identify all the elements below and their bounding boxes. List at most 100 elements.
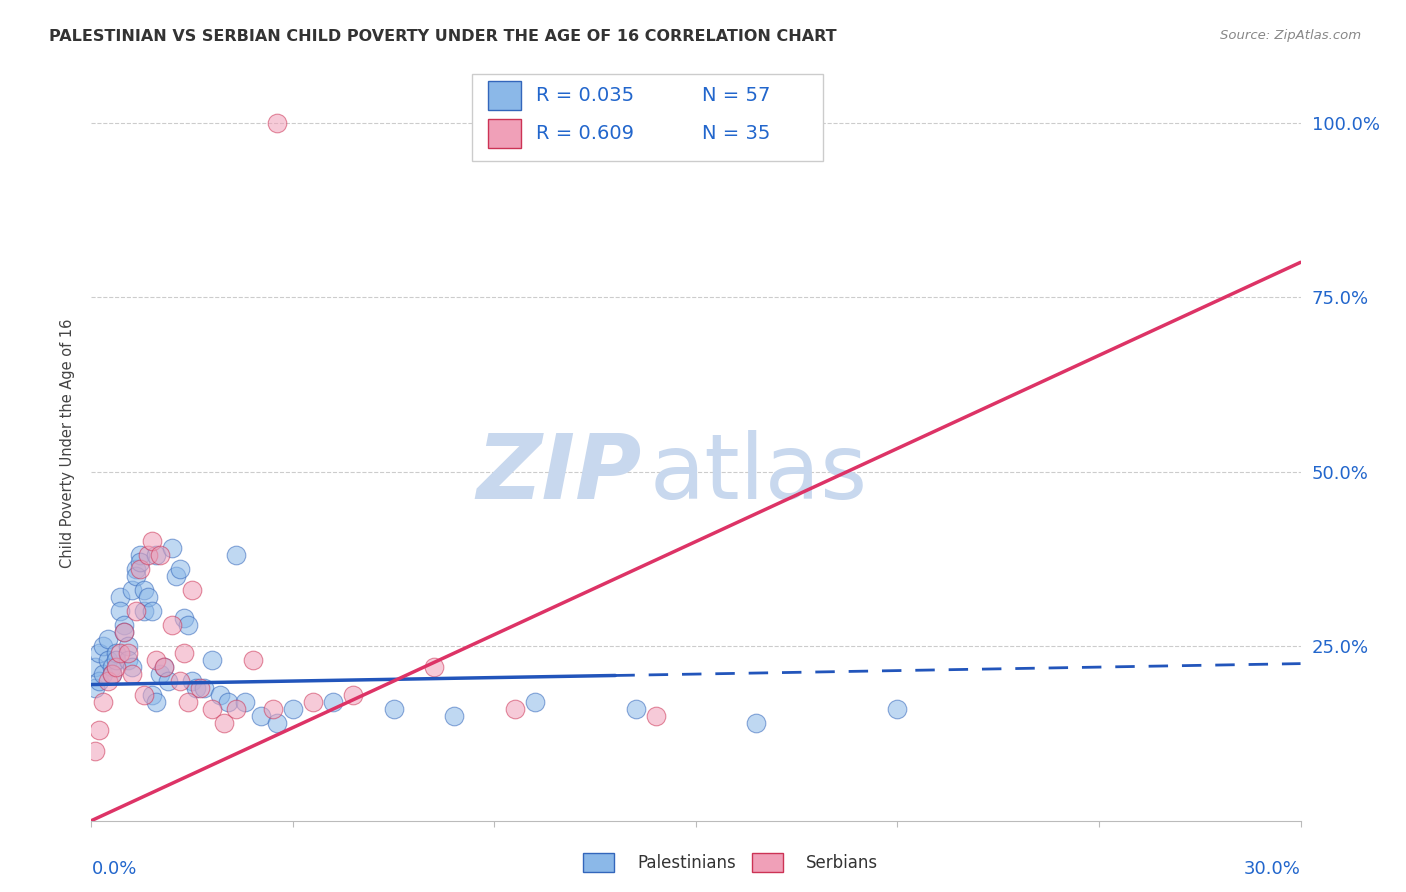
Point xyxy=(302,695,325,709)
Point xyxy=(225,549,247,563)
Point xyxy=(117,639,139,653)
Point xyxy=(173,646,195,660)
Point xyxy=(149,549,172,563)
Point xyxy=(96,674,118,689)
Point xyxy=(100,660,122,674)
Point xyxy=(136,591,159,605)
Point xyxy=(132,583,155,598)
Point xyxy=(125,604,148,618)
Y-axis label: Child Poverty Under the Age of 16: Child Poverty Under the Age of 16 xyxy=(59,319,75,568)
Point xyxy=(266,715,288,730)
Point xyxy=(117,646,139,660)
Point xyxy=(149,667,172,681)
Point xyxy=(112,618,135,632)
Point xyxy=(141,604,163,618)
Text: atlas: atlas xyxy=(650,430,868,518)
Point xyxy=(108,591,131,605)
Text: PALESTINIAN VS SERBIAN CHILD POVERTY UNDER THE AGE OF 16 CORRELATION CHART: PALESTINIAN VS SERBIAN CHILD POVERTY UND… xyxy=(49,29,837,44)
Point xyxy=(93,667,115,681)
Point xyxy=(96,632,118,647)
Point xyxy=(153,660,176,674)
Point xyxy=(128,549,150,563)
Point xyxy=(108,646,131,660)
Point xyxy=(145,549,167,563)
Point xyxy=(217,695,239,709)
Text: Serbians: Serbians xyxy=(806,854,877,871)
Point xyxy=(503,702,526,716)
Point xyxy=(141,534,163,549)
Point xyxy=(153,660,176,674)
Point xyxy=(382,702,405,716)
Point xyxy=(125,562,148,576)
Point xyxy=(169,674,191,689)
Point xyxy=(100,667,122,681)
Point xyxy=(886,702,908,716)
Point xyxy=(84,681,107,695)
Point xyxy=(89,723,111,737)
Point xyxy=(177,618,200,632)
Point xyxy=(93,639,115,653)
Point xyxy=(121,660,143,674)
Point xyxy=(160,618,183,632)
Point xyxy=(209,688,232,702)
Point xyxy=(214,715,236,730)
Point xyxy=(112,625,135,640)
Point xyxy=(84,660,107,674)
Point xyxy=(104,653,127,667)
Point xyxy=(201,702,224,716)
Point xyxy=(242,653,264,667)
Point xyxy=(145,653,167,667)
Point xyxy=(121,583,143,598)
Point xyxy=(89,646,111,660)
Point xyxy=(745,715,768,730)
Point xyxy=(169,562,191,576)
Point xyxy=(181,674,204,689)
Point xyxy=(104,660,127,674)
Point xyxy=(177,695,200,709)
Point xyxy=(108,604,131,618)
Text: R = 0.035: R = 0.035 xyxy=(536,86,634,105)
Point xyxy=(121,667,143,681)
Point xyxy=(181,583,204,598)
Point xyxy=(249,709,271,723)
Bar xyxy=(488,119,520,147)
Text: N = 57: N = 57 xyxy=(702,86,770,105)
Bar xyxy=(488,81,520,110)
Point xyxy=(322,695,344,709)
Point xyxy=(112,625,135,640)
Point xyxy=(84,744,107,758)
Text: R = 0.609: R = 0.609 xyxy=(536,124,634,143)
Point xyxy=(145,695,167,709)
Point xyxy=(173,611,195,625)
Point xyxy=(644,709,666,723)
Text: 30.0%: 30.0% xyxy=(1244,860,1301,878)
Point xyxy=(266,116,288,130)
Point xyxy=(132,688,155,702)
Bar xyxy=(472,74,823,161)
Point xyxy=(132,604,155,618)
Point xyxy=(160,541,183,556)
Point xyxy=(128,556,150,570)
Point xyxy=(141,688,163,702)
Point xyxy=(100,667,122,681)
Point xyxy=(96,653,118,667)
Point xyxy=(125,569,148,583)
Point xyxy=(117,653,139,667)
Point xyxy=(443,709,465,723)
Point xyxy=(165,569,187,583)
Text: ZIP: ZIP xyxy=(477,430,641,518)
Point xyxy=(624,702,647,716)
Point xyxy=(201,653,224,667)
Point xyxy=(186,681,208,695)
Text: Source: ZipAtlas.com: Source: ZipAtlas.com xyxy=(1220,29,1361,42)
Point xyxy=(128,562,150,576)
Point xyxy=(523,695,546,709)
Text: N = 35: N = 35 xyxy=(702,124,770,143)
Point xyxy=(281,702,304,716)
Point xyxy=(193,681,215,695)
Point xyxy=(89,674,111,689)
Point xyxy=(423,660,446,674)
Point xyxy=(233,695,256,709)
Point xyxy=(342,688,364,702)
Point xyxy=(188,681,211,695)
